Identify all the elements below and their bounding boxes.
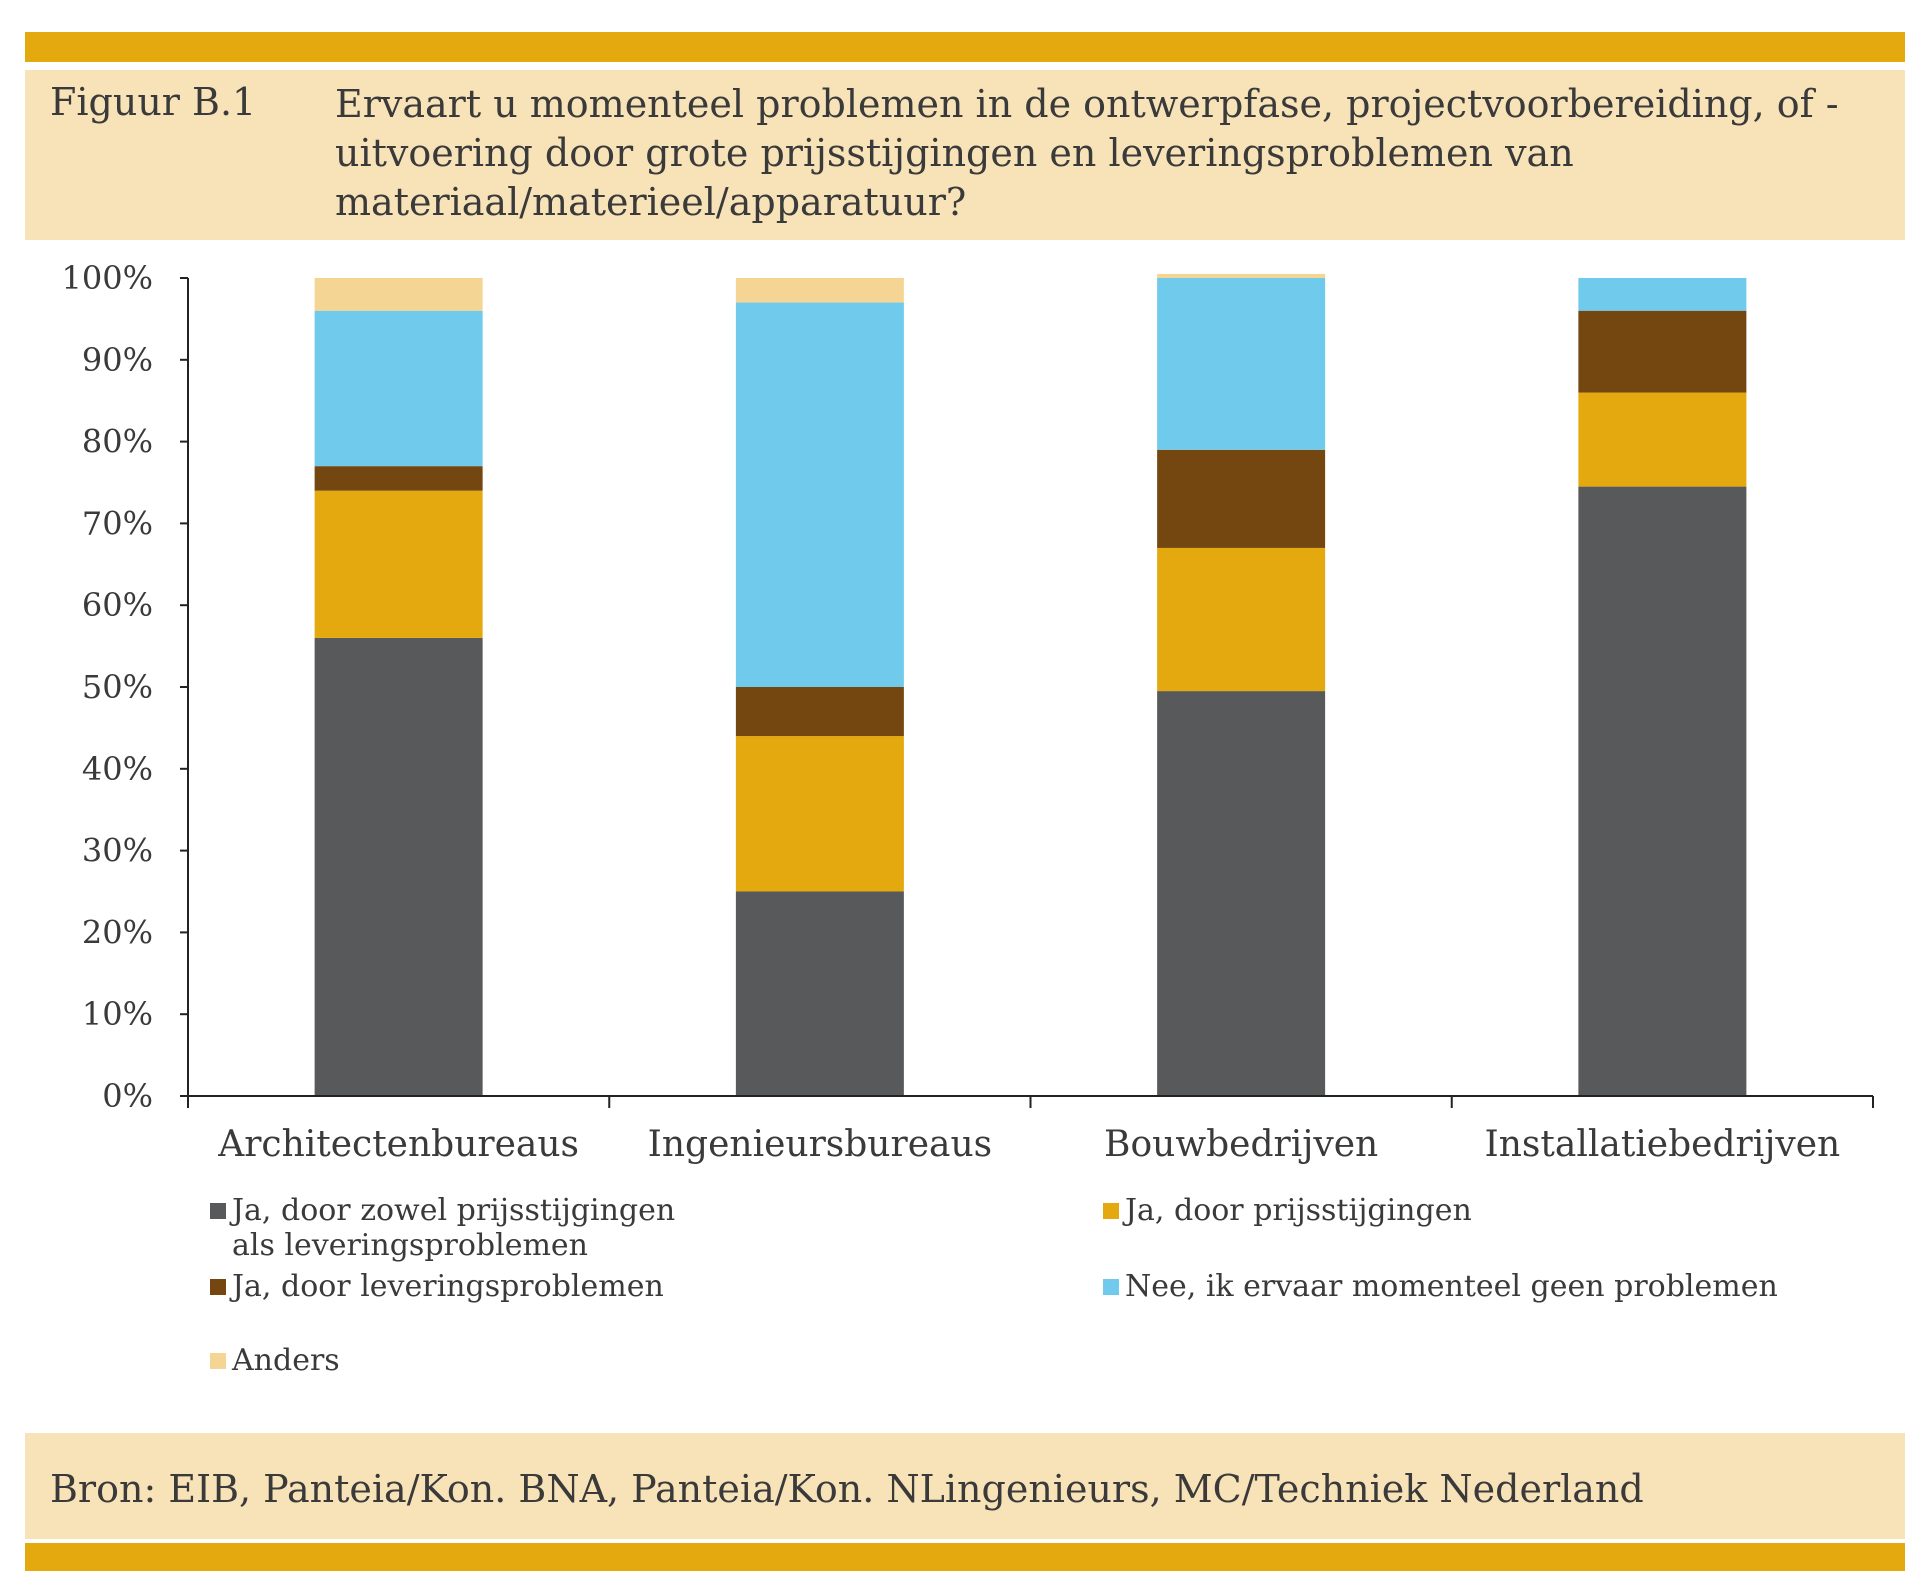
- bar-segment: [735, 278, 904, 303]
- bar-segment: [735, 302, 904, 687]
- legend-swatch: [210, 1203, 226, 1219]
- figure-header: Figuur B.1 Ervaart u momenteel problemen…: [25, 70, 1905, 240]
- legend-item-price: Ja, door prijsstijgingen: [1103, 1193, 1472, 1228]
- legend-label: Ja, door prijsstijgingen: [1125, 1193, 1472, 1228]
- legend-label-line2: als leveringsproblemen: [232, 1228, 589, 1263]
- bars: [314, 273, 1747, 1097]
- x-axis: Architectenbureaus Ingenieursbureaus Bouwb…: [187, 1095, 1874, 1165]
- bar-segment: [1157, 691, 1326, 1096]
- x-category-label: Architectenbureaus: [217, 1124, 579, 1165]
- bar-segment: [1578, 486, 1747, 1097]
- bar-segment: [1578, 392, 1747, 487]
- y-axis: 0% 10% 20% 30% 40% 50% 60% 70% 80% 90% 100%: [62, 259, 189, 1115]
- bottom-accent-bar: [25, 1543, 1905, 1571]
- bar-segment: [314, 466, 483, 491]
- y-tick-label: 90%: [82, 341, 153, 379]
- legend-label: Anders: [232, 1343, 340, 1378]
- legend-label: Nee, ik ervaar momenteel geen problemen: [1125, 1269, 1778, 1304]
- source-text: Bron: EIB, Panteia/Kon. BNA, Panteia/Kon…: [50, 1467, 1644, 1511]
- bar-segment: [735, 891, 904, 1096]
- legend-item-delivery: Ja, door leveringsproblemen: [210, 1269, 664, 1304]
- y-tick-label: 100%: [62, 259, 153, 297]
- bar-segment: [735, 736, 904, 892]
- legend-item-other: Anders: [210, 1343, 340, 1378]
- figure-title: Ervaart u momenteel problemen in de ontw…: [335, 82, 1839, 224]
- y-tick-label: 30%: [82, 832, 153, 870]
- bar-segment: [1157, 273, 1326, 278]
- figure-label: Figuur B.1: [50, 80, 257, 124]
- legend-swatch: [1103, 1203, 1119, 1219]
- bar-segment: [1578, 310, 1747, 393]
- bar-segment: [1157, 547, 1326, 692]
- y-tick-label: 0%: [102, 1077, 153, 1115]
- legend-swatch: [1103, 1279, 1119, 1295]
- y-tick-label: 50%: [82, 668, 153, 706]
- legend-label: Ja, door leveringsproblemen: [232, 1269, 664, 1304]
- x-category-label: Ingenieursbureaus: [648, 1124, 993, 1165]
- legend-label: Ja, door zowel prijsstijgingen: [232, 1193, 676, 1228]
- y-tick-label: 40%: [82, 750, 153, 788]
- y-tick-label: 80%: [82, 423, 153, 461]
- bar-segment: [314, 490, 483, 638]
- x-category-label: Installatiebedrijven: [1485, 1124, 1841, 1165]
- legend-item-both: Ja, door zowel prijsstijgingen als leveri…: [210, 1193, 675, 1263]
- stacked-bar-chart: 0% 10% 20% 30% 40% 50% 60% 70% 80% 90% 100% Archit…: [62, 259, 1874, 1165]
- legend-item-none: Nee, ik ervaar momenteel geen problemen: [1103, 1269, 1778, 1304]
- bar-segment: [314, 637, 483, 1096]
- bar-segment: [1157, 449, 1326, 548]
- y-tick-label: 20%: [82, 913, 153, 951]
- top-accent-bar: [25, 32, 1905, 62]
- bar-segment: [314, 310, 483, 467]
- source-footer: Bron: EIB, Panteia/Kon. BNA, Panteia/Kon…: [25, 1433, 1905, 1539]
- x-category-label: Bouwbedrijven: [1104, 1124, 1378, 1165]
- y-tick-label: 70%: [82, 504, 153, 542]
- bar-segment: [1157, 278, 1326, 450]
- legend-swatch: [210, 1279, 226, 1295]
- bar-segment: [314, 278, 483, 311]
- bar-segment: [735, 687, 904, 737]
- legend-swatch: [210, 1353, 226, 1369]
- y-tick-label: 60%: [82, 586, 153, 624]
- y-tick-label: 10%: [82, 995, 153, 1033]
- bar-segment: [1578, 278, 1747, 311]
